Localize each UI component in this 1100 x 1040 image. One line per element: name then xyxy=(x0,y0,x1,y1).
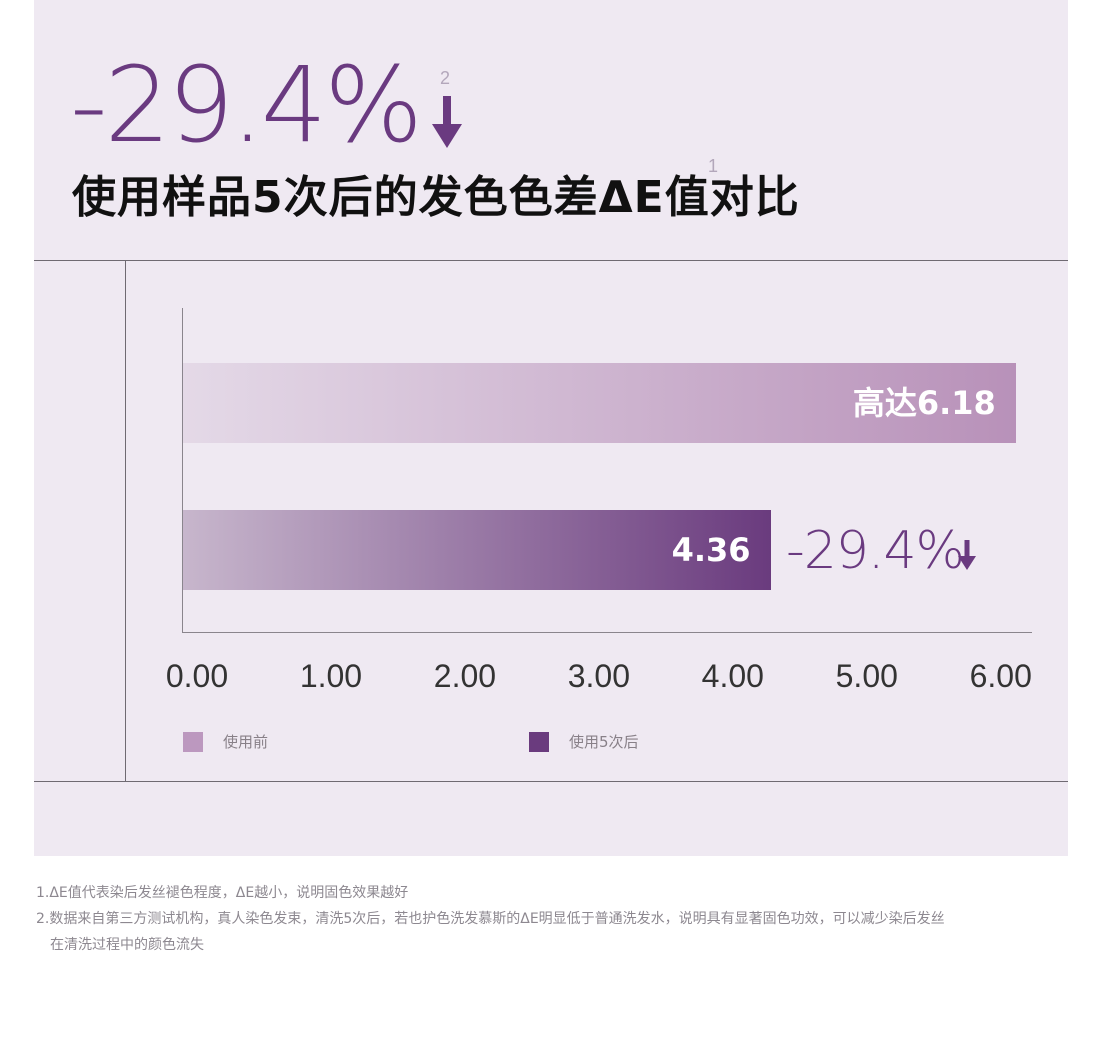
headline-value: -29.4% xyxy=(70,44,423,166)
reduction-annotation: -29.4% xyxy=(786,521,965,581)
legend-label-after: 使用5次后 xyxy=(569,733,639,751)
legend-swatch-after xyxy=(529,732,549,752)
footnote-2-continued: 在清洗过程中的颜色流失 xyxy=(50,937,204,953)
x-tick-label: 2.00 xyxy=(433,658,497,694)
legend-item-after: 使用5次后 xyxy=(529,732,639,752)
bar-after-use: 4.36 xyxy=(183,510,771,590)
divider-vertical xyxy=(125,261,126,781)
footnote-1: 1.ΔE值代表染后发丝褪色程度，ΔE越小，说明固色效果越好 xyxy=(36,885,409,901)
footnote-marker-2: 2 xyxy=(440,68,451,88)
footnote-marker-1: 1 xyxy=(708,156,719,176)
bar-before-use: 高达6.18 xyxy=(183,363,1016,443)
x-tick-label: 6.00 xyxy=(969,658,1032,694)
x-tick-label: 4.00 xyxy=(701,658,764,694)
x-tick-label: 1.00 xyxy=(299,658,363,694)
x-tick-label: 3.00 xyxy=(567,658,630,694)
chart-subtitle: 使用样品5次后的发色色差ΔE值对比 xyxy=(72,172,800,223)
footnotes: 1.ΔE值代表染后发丝褪色程度，ΔE越小，说明固色效果越好 2.数据来自第三方测… xyxy=(36,880,1086,958)
x-tick-label: 0.00 xyxy=(165,658,229,694)
bar-after-use-label: 4.36 xyxy=(671,531,751,569)
x-tick-label: 5.00 xyxy=(835,658,898,694)
divider-bottom xyxy=(34,781,1068,782)
down-arrow-icon xyxy=(432,96,462,148)
legend-item-before: 使用前 xyxy=(183,732,268,752)
footnote-2: 2.数据来自第三方测试机构，真人染色发束，清洗5次后，若也护色洗发慕斯的ΔE明显… xyxy=(36,911,945,927)
legend-swatch-before xyxy=(183,732,203,752)
down-arrow-icon xyxy=(958,540,976,570)
legend-label-before: 使用前 xyxy=(223,733,269,751)
divider-top xyxy=(34,260,1068,261)
bar-before-use-label: 高达6.18 xyxy=(852,384,996,422)
